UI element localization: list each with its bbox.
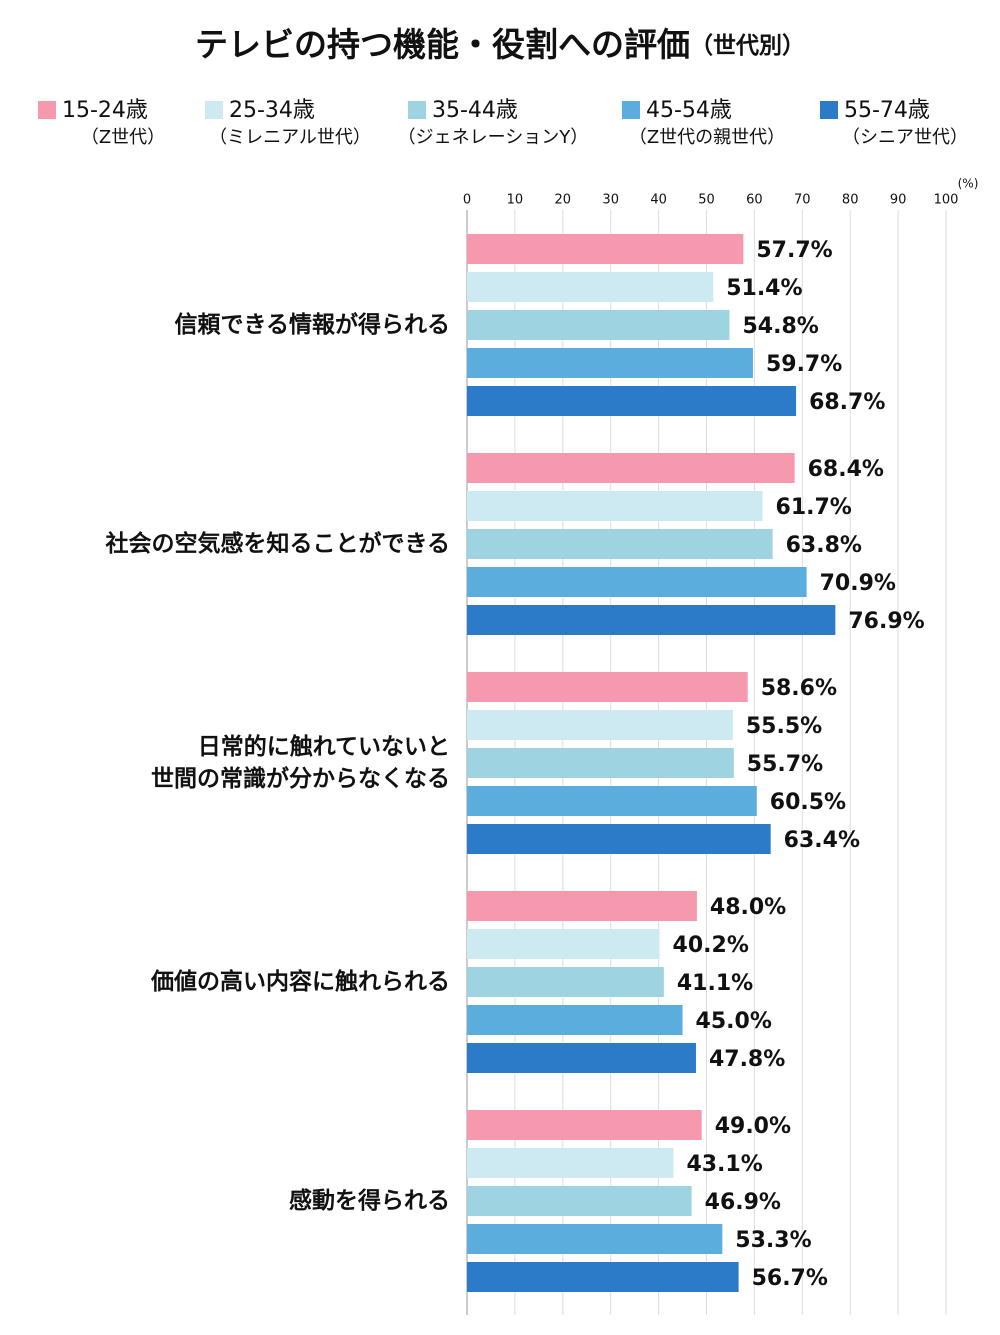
bar	[467, 1005, 683, 1035]
legend-note: （シニア世代）	[842, 127, 968, 148]
x-tick-label: 0	[463, 193, 471, 208]
legend-label: 25-34歳	[229, 98, 315, 123]
y-tick-label: 感動を得られる	[289, 1188, 450, 1214]
bar	[467, 748, 734, 778]
value-label: 68.7%	[809, 390, 885, 415]
y-tick-label: 信頼できる情報が得られる	[174, 312, 450, 338]
value-label: 63.8%	[786, 533, 862, 558]
bar	[467, 1224, 723, 1254]
bar	[467, 348, 753, 378]
legend-swatch	[820, 101, 838, 119]
bar	[467, 891, 697, 921]
value-label: 45.0%	[696, 1009, 772, 1034]
legend-swatch	[622, 101, 640, 119]
bar	[467, 929, 660, 959]
legend-note: （ジェネレーションY）	[398, 127, 589, 148]
value-label: 76.9%	[848, 609, 924, 634]
value-label: 63.4%	[784, 828, 860, 853]
chart-title: テレビの持つ機能・役割への評価	[195, 25, 690, 64]
legend-swatch	[408, 101, 426, 119]
bar	[467, 605, 836, 635]
legend-swatch	[38, 101, 56, 119]
y-tick-label: 日常的に触れていないと 世間の常識が分からなくなる	[151, 734, 450, 792]
bar	[467, 310, 730, 340]
value-label: 49.0%	[715, 1114, 791, 1139]
bar	[467, 1043, 696, 1073]
legend-note: （ミレニアル世代）	[209, 127, 371, 148]
chart-subtitle: （世代別）	[690, 32, 805, 59]
x-tick-label: 70	[794, 193, 811, 208]
value-label: 47.8%	[709, 1047, 785, 1072]
value-label: 48.0%	[710, 895, 786, 920]
y-tick-label: 価値の高い内容に触れられる	[151, 969, 450, 995]
value-label: 40.2%	[673, 933, 749, 958]
bar	[467, 710, 733, 740]
bar	[467, 786, 757, 816]
x-tick-label: 30	[602, 193, 619, 208]
value-label: 54.8%	[742, 314, 818, 339]
legend-swatch	[205, 101, 223, 119]
value-label: 61.7%	[776, 495, 852, 520]
bar	[467, 1186, 692, 1216]
bar	[467, 234, 744, 264]
bar	[467, 672, 748, 702]
x-tick-label: 90	[890, 193, 907, 208]
y-tick-label: 社会の空気感を知ることができる	[105, 531, 450, 557]
x-tick-label: 80	[842, 193, 859, 208]
value-label: 55.5%	[746, 714, 822, 739]
value-label: 56.7%	[752, 1266, 828, 1291]
value-label: 68.4%	[808, 457, 884, 482]
value-label: 70.9%	[820, 571, 896, 596]
value-label: 60.5%	[770, 790, 846, 815]
bar	[467, 386, 797, 416]
bar	[467, 529, 773, 559]
value-label: 59.7%	[766, 352, 842, 377]
x-tick-label: 60	[746, 193, 763, 208]
bar	[467, 967, 664, 997]
bar	[467, 272, 714, 302]
bar	[467, 491, 763, 521]
legend-label: 35-44歳	[432, 98, 518, 123]
value-label: 57.7%	[756, 238, 832, 263]
value-label: 51.4%	[726, 276, 802, 301]
value-label: 53.3%	[735, 1228, 811, 1253]
value-label: 55.7%	[747, 752, 823, 777]
value-label: 43.1%	[686, 1152, 762, 1177]
bar	[467, 824, 771, 854]
x-unit: (%)	[958, 177, 979, 191]
bar	[467, 1110, 702, 1140]
value-label: 46.9%	[705, 1190, 781, 1215]
bar	[467, 453, 795, 483]
legend-note: （Z世代）	[81, 127, 165, 148]
chart-title-group: テレビの持つ機能・役割への評価（世代別）	[195, 25, 805, 64]
legend-note: （Z世代の親世代）	[629, 127, 785, 148]
x-tick-label: 40	[650, 193, 667, 208]
bar	[467, 1262, 739, 1292]
bar	[467, 567, 807, 597]
legend-label: 15-24歳	[62, 98, 148, 123]
x-tick-label: 10	[507, 193, 524, 208]
x-tick-label: 100	[934, 193, 959, 208]
x-tick-label: 50	[698, 193, 715, 208]
x-tick-label: 20	[555, 193, 572, 208]
bar	[467, 1148, 674, 1178]
legend-label: 55-74歳	[844, 98, 930, 123]
value-label: 41.1%	[677, 971, 753, 996]
legend-label: 45-54歳	[646, 98, 732, 123]
value-label: 58.6%	[761, 676, 837, 701]
